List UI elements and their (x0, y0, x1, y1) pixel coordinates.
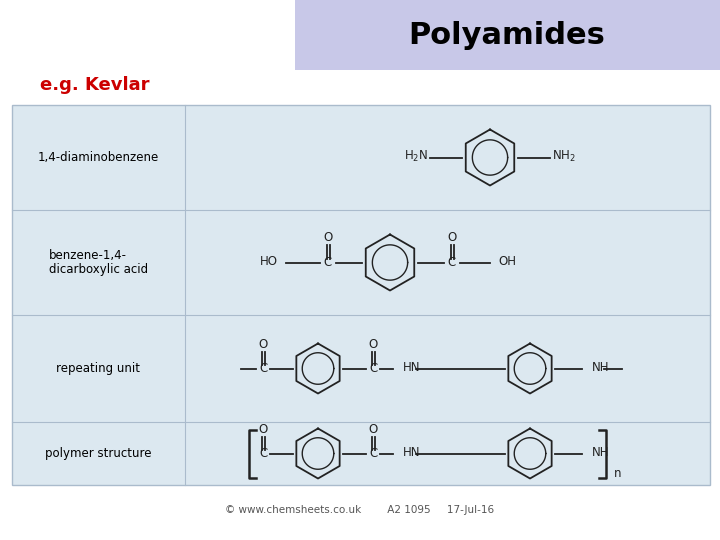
Text: NH: NH (592, 446, 610, 459)
Text: repeating unit: repeating unit (56, 362, 140, 375)
Text: benzene-1,4-
dicarboxylic acid: benzene-1,4- dicarboxylic acid (49, 248, 148, 276)
Text: C: C (259, 362, 267, 375)
Text: HN: HN (403, 361, 420, 374)
Text: C: C (324, 256, 332, 269)
Text: O: O (258, 423, 268, 436)
Text: O: O (447, 231, 456, 244)
Text: Polyamides: Polyamides (408, 21, 606, 50)
FancyBboxPatch shape (295, 0, 720, 70)
Text: C: C (259, 447, 267, 460)
Text: e.g. Kevlar: e.g. Kevlar (40, 76, 150, 94)
Text: 1,4-diaminobenzene: 1,4-diaminobenzene (38, 151, 159, 164)
Text: O: O (369, 338, 377, 351)
Text: n: n (614, 467, 621, 480)
Text: C: C (448, 256, 456, 269)
Text: O: O (369, 423, 377, 436)
Text: H$_2$N: H$_2$N (404, 149, 428, 164)
FancyBboxPatch shape (12, 105, 710, 485)
Text: OH: OH (498, 255, 516, 268)
Text: C: C (369, 362, 377, 375)
Text: HN: HN (403, 446, 420, 459)
Text: C: C (369, 447, 377, 460)
Text: O: O (323, 231, 333, 244)
Text: polymer structure: polymer structure (45, 447, 152, 460)
Text: NH$_2$: NH$_2$ (552, 149, 576, 164)
Text: NH: NH (592, 361, 610, 374)
Text: © www.chemsheets.co.uk        A2 1095     17-Jul-16: © www.chemsheets.co.uk A2 1095 17-Jul-16 (225, 505, 495, 515)
Text: O: O (258, 338, 268, 351)
Text: HO: HO (260, 255, 278, 268)
